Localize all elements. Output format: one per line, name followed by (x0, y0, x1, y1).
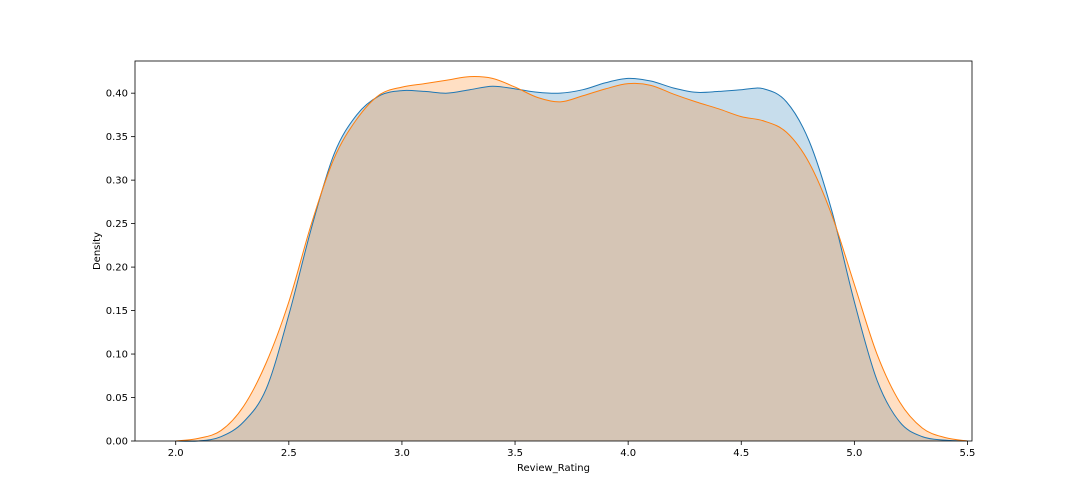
x-tick-label: 4.0 (620, 448, 636, 459)
x-tick-label: 3.0 (394, 448, 410, 459)
density-line-2 (175, 76, 968, 442)
x-tick-label: 3.5 (507, 448, 523, 459)
density-line-1 (175, 77, 968, 442)
x-tick-label: 2.5 (281, 448, 297, 459)
y-axis-label: Density (92, 232, 103, 270)
x-axis-label: Review_Rating (517, 463, 590, 474)
y-tick-label: 0.00 (106, 437, 128, 448)
y-axis: 0.00 0.05 0.10 0.15 0.20 0.25 0.30 0.35 0.40 (106, 89, 135, 448)
y-tick-label: 0.10 (106, 350, 128, 361)
density-area-2 (175, 76, 968, 441)
y-tick-label: 0.35 (106, 132, 128, 143)
plot-area (175, 76, 968, 442)
density-area-1 (175, 78, 968, 442)
x-tick-label: 5.5 (960, 448, 976, 459)
y-tick-label: 0.40 (106, 89, 128, 100)
x-tick-label: 5.0 (846, 448, 862, 459)
y-tick-label: 0.30 (106, 176, 128, 187)
y-tick-label: 0.25 (106, 219, 128, 230)
y-tick-label: 0.20 (106, 263, 128, 274)
x-axis: 2.0 2.5 3.0 3.5 4.0 4.5 5.0 5.5 (168, 441, 976, 459)
y-tick-label: 0.05 (106, 393, 128, 404)
plot-frame (134, 60, 973, 442)
x-tick-label: 2.0 (168, 448, 184, 459)
x-tick-label: 4.5 (733, 448, 749, 459)
y-tick-label: 0.15 (106, 306, 128, 317)
